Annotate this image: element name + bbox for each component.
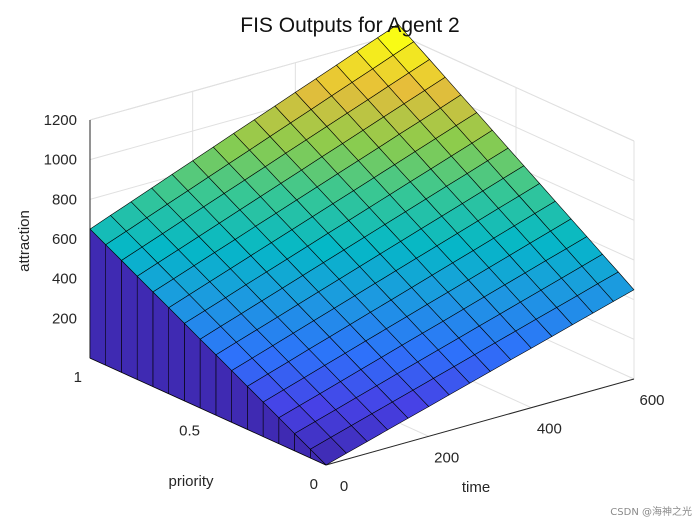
surface [89,23,635,466]
y-axis-label: priority [168,473,214,490]
z-tick-label: 600 [52,231,77,248]
y-tick-label: 1 [74,369,82,386]
z-tick-label: 200 [52,310,77,327]
surface-skirt-patch [136,275,154,387]
z-axis-label: attraction [16,210,33,272]
z-tick-label: 1200 [44,112,77,129]
x-tick-label: 400 [537,421,562,438]
x-axis-line [325,378,635,466]
surface-skirt-patch [105,244,122,373]
z-tick-label: 400 [52,271,77,288]
chart-title: FIS Outputs for Agent 2 [240,14,459,37]
surface-skirt-patch [168,306,185,402]
x-tick-label: 0 [340,478,348,495]
y-tick-label: 0 [310,476,318,493]
box-edge [89,33,399,121]
x-tick-label: 600 [639,392,664,409]
z-tick-label: 1000 [44,152,77,169]
surface-skirt-patch [152,291,169,395]
surface-skirt-patch [89,228,106,366]
y-tick-label: 0.5 [179,423,200,440]
watermark: CSDN @海神之光 [610,505,692,518]
x-axis-label: time [462,479,490,496]
surface-skirt-patch [121,259,138,380]
box-edge [397,33,635,142]
z-tick-label: 800 [52,191,77,208]
x-tick-label: 200 [434,449,459,466]
